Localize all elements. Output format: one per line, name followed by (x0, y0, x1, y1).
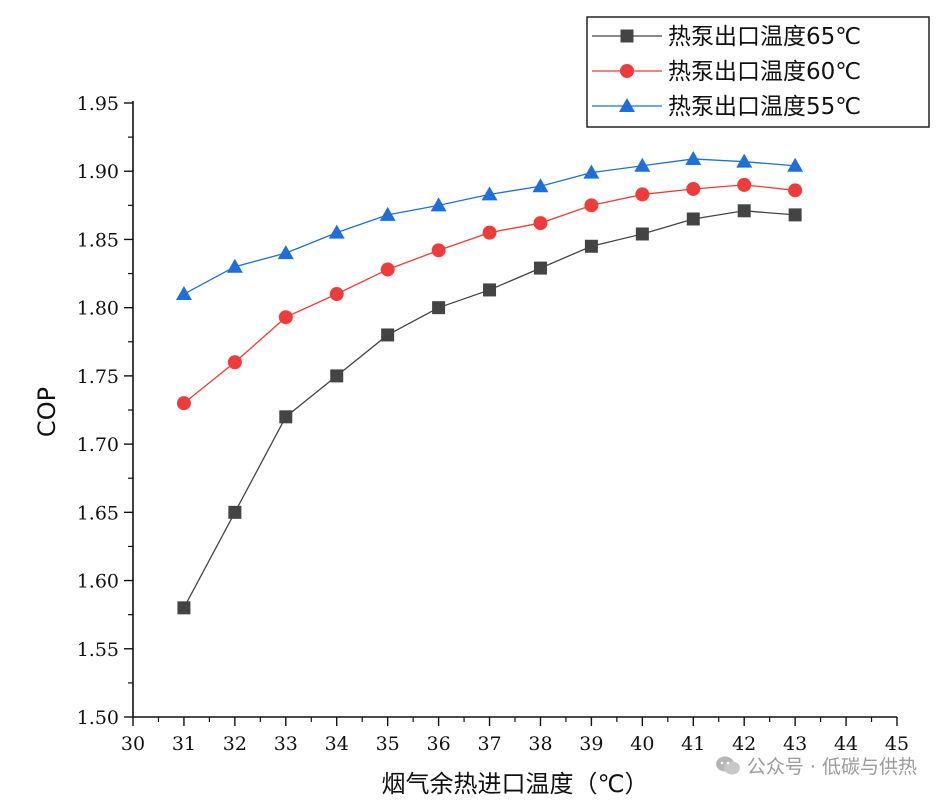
x-tick-label: 43 (783, 733, 807, 755)
legend-marker (620, 64, 634, 78)
data-point (329, 287, 344, 302)
data-point (328, 224, 345, 239)
data-point (686, 212, 700, 226)
legend-marker (620, 29, 634, 43)
x-tick-label: 35 (376, 733, 400, 755)
data-point (278, 310, 293, 325)
x-tick-label: 38 (528, 733, 552, 755)
data-point (227, 355, 242, 370)
x-tick-label: 40 (630, 733, 654, 755)
legend: 热泵出口温度65℃ 热泵出口温度60℃ 热泵出口温度55℃ (586, 16, 930, 128)
data-point (482, 225, 497, 240)
data-point (737, 177, 752, 192)
x-tick-label: 32 (223, 733, 247, 755)
axes: 30 31 32 33 34 35 36 37 38 39 40 41 42 43 44 45 1.50 1.55… (77, 93, 909, 755)
data-point (736, 153, 753, 168)
data-point (634, 157, 651, 172)
data-point (277, 245, 294, 260)
series-layer (175, 150, 804, 615)
data-point (788, 208, 802, 222)
x-tick-label: 36 (427, 733, 451, 755)
watermark-text: 公众号 · 低碳与供热 (746, 756, 917, 778)
legend-label: 热泵出口温度55℃ (668, 94, 861, 120)
series-triangle (175, 150, 804, 301)
data-point (533, 261, 547, 275)
data-point (379, 206, 396, 221)
x-axis-title: 烟气余热进口温度（℃） (382, 770, 649, 798)
y-tick-label: 1.90 (77, 161, 119, 183)
x-tick-label: 45 (885, 733, 909, 755)
x-tick-label: 34 (325, 733, 349, 755)
series-line (183, 210, 796, 609)
data-point (431, 243, 446, 258)
data-point (533, 216, 548, 231)
y-tick-label: 1.55 (77, 639, 119, 661)
data-point (177, 601, 191, 615)
y-tick-label: 1.95 (77, 93, 119, 115)
y-tick-label: 1.85 (77, 229, 119, 251)
y-tick-label: 1.60 (77, 571, 119, 593)
data-point (175, 286, 192, 301)
y-tick-label: 1.65 (77, 502, 119, 524)
x-tick-label: 30 (121, 733, 145, 755)
data-point (430, 197, 447, 212)
data-point (381, 328, 395, 342)
data-point (787, 157, 804, 172)
data-point (583, 164, 600, 179)
y-tick-label: 1.70 (77, 434, 119, 456)
data-point (228, 505, 242, 519)
x-tick-label: 37 (477, 733, 501, 755)
y-tick-label: 1.75 (77, 366, 119, 388)
x-tick-label: 39 (579, 733, 603, 755)
y-axis-title: COP (33, 387, 61, 437)
data-point (226, 258, 243, 273)
legend-box (586, 16, 930, 128)
data-point (432, 301, 446, 315)
legend-marker (619, 98, 635, 112)
data-point (176, 396, 191, 411)
data-point (685, 150, 702, 165)
data-point (380, 262, 395, 277)
wechat-icon (715, 756, 740, 774)
watermark: 公众号 · 低碳与供热 (715, 752, 917, 779)
x-tick-label: 31 (172, 733, 196, 755)
legend-label: 热泵出口温度65℃ (668, 24, 861, 50)
data-point (635, 227, 649, 241)
y-tick-label: 1.80 (77, 298, 119, 320)
x-tick-label: 41 (681, 733, 705, 755)
data-point (279, 410, 293, 424)
x-tick-label: 44 (834, 733, 858, 755)
legend-label: 热泵出口温度60℃ (668, 59, 861, 85)
data-point (788, 183, 803, 198)
y-tick-label: 1.50 (77, 707, 119, 729)
data-point (737, 204, 751, 218)
data-point (481, 186, 498, 201)
data-point (532, 178, 549, 193)
x-tick-label: 42 (732, 733, 756, 755)
series-square (177, 204, 802, 615)
data-point (686, 181, 701, 196)
series-circle (176, 177, 803, 411)
data-point (635, 187, 650, 202)
data-point (330, 369, 344, 383)
data-point (584, 198, 599, 213)
x-tick-label: 33 (274, 733, 298, 755)
data-point (483, 283, 497, 297)
data-point (584, 239, 598, 253)
